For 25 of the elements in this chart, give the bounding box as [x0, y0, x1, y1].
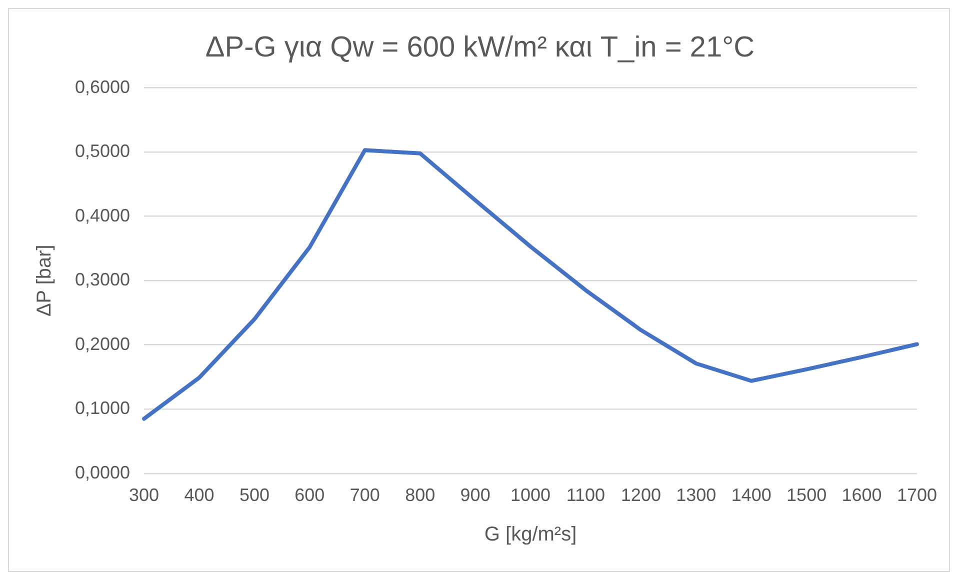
chart-title: ΔP-G για Qw = 600 kW/m² και T_in = 21°C [205, 31, 755, 64]
x-tick-label: 1600 [842, 485, 882, 506]
x-tick-label: 900 [460, 485, 490, 506]
x-axis-title: G [kg/m²s] [484, 524, 577, 546]
x-tick-label: 600 [294, 485, 325, 506]
x-tick-label: 1100 [566, 485, 606, 506]
y-axis-title: ΔP [bar] [34, 244, 56, 317]
x-tick-label: 1000 [510, 485, 551, 506]
y-tick-label: 0,3000 [74, 270, 130, 290]
x-tick-label: 400 [184, 485, 214, 506]
x-tick-label: 1300 [676, 485, 716, 506]
x-tick-label: 1700 [896, 485, 937, 506]
x-tick-label: 300 [129, 485, 160, 506]
y-tick-label: 0,4000 [74, 205, 130, 226]
x-tick-label: 1200 [620, 485, 661, 506]
x-tick-label: 1400 [731, 485, 772, 506]
y-tick-label: 0,2000 [74, 334, 130, 354]
y-tick-label: 0,6000 [74, 76, 130, 97]
x-tick-label: 700 [350, 485, 380, 506]
y-tick-label: 0,1000 [74, 398, 130, 418]
y-tick-label: 0,0000 [74, 462, 130, 482]
x-tick-label: 800 [405, 485, 436, 506]
x-tick-label: 1500 [786, 485, 827, 506]
x-tick-label: 500 [239, 485, 270, 506]
y-tick-label: 0,5000 [74, 141, 130, 162]
